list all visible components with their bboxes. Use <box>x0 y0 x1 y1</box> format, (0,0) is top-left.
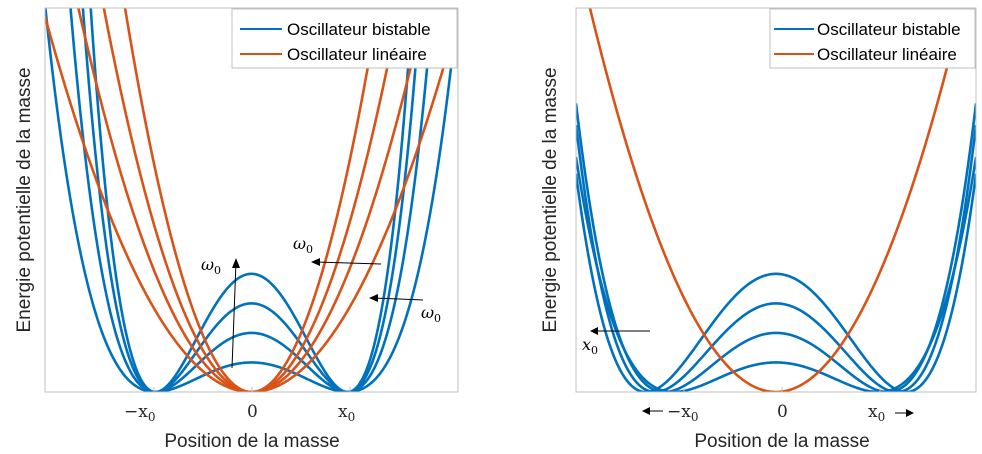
right-x0-left-arrow <box>642 407 663 415</box>
right-axes-box <box>575 7 977 393</box>
left-bistable-curve-1 <box>69 8 434 392</box>
omega-lower-arrow <box>373 297 424 301</box>
right-annotations: x0 <box>582 327 650 357</box>
left-x-tick-neg: −x0 <box>124 402 155 424</box>
right-bistable-curve-2 <box>576 125 976 392</box>
left-legend: Oscillateur bistable Oscillateur linéair… <box>231 8 458 69</box>
left-bistable-curve-0 <box>45 8 458 392</box>
right-y-axis-title: Energie potentielle de la masse <box>540 67 561 332</box>
left-panel: −x0 0 x0 Position de la masse Energie po… <box>14 7 459 452</box>
right-x-tick-neg: −x0 <box>667 402 698 424</box>
right-panel: −x0 0 x0 Position de la masse Energie po… <box>540 7 977 452</box>
right-x-axis-title: Position de la masse <box>694 431 869 452</box>
left-plot-curves <box>45 8 458 392</box>
omega0-upper-label: ω0 <box>293 234 313 256</box>
omega-vertical-arrow <box>231 261 237 369</box>
left-bistable-curve-3 <box>89 8 414 392</box>
right-x-tick-pos: x0 <box>868 402 885 424</box>
left-legend-label-bistable: Oscillateur bistable <box>287 20 431 39</box>
right-legend-label-lineaire: Oscillateur linéaire <box>817 45 957 64</box>
right-bistable-curve-3 <box>576 173 976 392</box>
left-x-tick-zero: 0 <box>247 402 258 422</box>
left-x-axis-title: Position de la masse <box>164 431 339 452</box>
right-legend-label-bistable: Oscillateur bistable <box>817 20 961 39</box>
right-bistable-curve-0 <box>576 156 976 392</box>
left-linear-curve-0 <box>45 16 458 392</box>
omega0-lower-label: ω0 <box>421 303 441 325</box>
left-annotations: ω0 ω0 ω0 <box>201 234 441 369</box>
omega-upper-arrowhead <box>311 258 320 266</box>
right-x0-right-arrow <box>895 409 914 417</box>
omega-vertical-arrowhead <box>232 258 240 268</box>
omega-lower-arrowhead <box>369 294 378 302</box>
left-y-axis-title: Energie potentielle de la masse <box>14 67 35 332</box>
left-x-tick-pos: x0 <box>338 402 355 424</box>
omega-upper-arrow <box>315 261 382 265</box>
left-legend-label-lineaire: Oscillateur linéaire <box>287 45 427 64</box>
left-bistable-curve-2 <box>81 8 422 392</box>
right-linear-curve-0 <box>588 8 964 392</box>
right-x-tick-zero: 0 <box>777 402 788 422</box>
x0-arrow-label: x0 <box>582 335 598 357</box>
omega0-vertical-label: ω0 <box>201 255 221 277</box>
left-linear-curve-1 <box>77 8 426 392</box>
right-bistable-curve-1 <box>576 103 976 392</box>
x0-arrowhead <box>590 327 598 335</box>
right-legend: Oscillateur bistable Oscillateur linéair… <box>769 8 976 69</box>
